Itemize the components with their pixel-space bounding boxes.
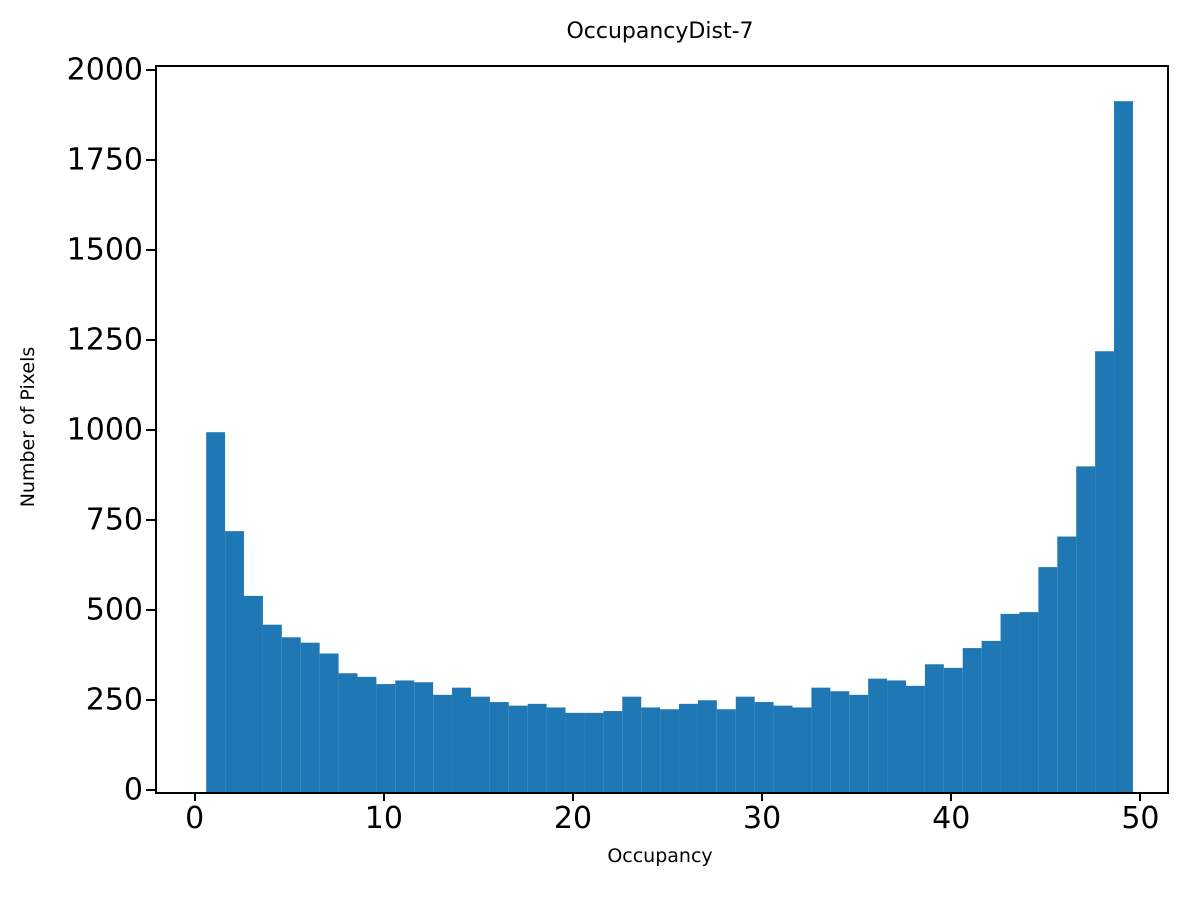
y-tick-mark [146, 339, 155, 342]
histogram-bar [981, 640, 1001, 792]
histogram-bar [395, 680, 415, 792]
y-tick-mark [146, 699, 155, 702]
histogram-bar [962, 648, 982, 792]
histogram-bar [1095, 351, 1115, 792]
chart-title: OccupancyDist-7 [566, 19, 754, 44]
y-tick-label: 1750 [66, 142, 143, 178]
histogram-bar [206, 432, 226, 792]
y-tick-mark [146, 429, 155, 432]
histogram-bar [830, 691, 850, 792]
y-tick-mark [146, 609, 155, 612]
histogram-bar [603, 711, 623, 792]
y-tick-mark [146, 159, 155, 162]
histogram-bar [452, 687, 471, 792]
histogram-bar [357, 676, 377, 792]
histogram-bar [943, 667, 963, 792]
histogram-bar [1114, 101, 1133, 792]
histogram-bar [660, 709, 680, 792]
y-tick-mark [146, 249, 155, 252]
plot-area [155, 65, 1169, 794]
x-tick-label: 10 [364, 801, 403, 836]
y-tick-mark [146, 789, 155, 791]
histogram-bar [773, 705, 793, 792]
x-axis-label: Occupancy [607, 845, 713, 867]
histogram-bar [300, 642, 320, 792]
x-tick-mark [571, 792, 574, 801]
y-tick-mark [146, 519, 155, 522]
x-tick-label: 30 [743, 801, 782, 836]
histogram-bar [546, 707, 566, 792]
histogram-bar [338, 673, 358, 792]
y-tick-label: 1250 [66, 322, 143, 358]
histogram-bar [887, 680, 906, 792]
x-tick-label: 40 [932, 801, 971, 836]
histogram-bar [470, 696, 490, 792]
histogram-bar [584, 712, 604, 792]
y-tick-label: 250 [85, 682, 143, 718]
histogram-bar [1038, 567, 1058, 792]
histogram-bar [811, 687, 831, 792]
histogram-bar [1057, 536, 1077, 792]
histogram-bar [792, 707, 812, 792]
histogram-bar [754, 702, 774, 792]
x-tick-mark [1139, 792, 1142, 801]
x-tick-mark [193, 792, 196, 801]
histogram-bar [1019, 612, 1039, 792]
histogram-bar [319, 653, 339, 792]
x-tick-label: 0 [185, 801, 205, 836]
histogram-bar [697, 700, 717, 792]
x-tick-label: 20 [553, 801, 593, 836]
histogram-bar [905, 685, 925, 792]
histogram-bar [225, 531, 245, 792]
histogram-bar [281, 637, 301, 792]
histogram-bar [489, 702, 509, 792]
y-tick-label: 0 [123, 772, 143, 808]
histogram-bar [527, 703, 547, 792]
y-tick-label: 1000 [66, 412, 143, 448]
histogram-bar [376, 684, 396, 792]
histogram-bar [433, 694, 453, 792]
histogram-bar [716, 709, 736, 792]
histogram-bar [1076, 466, 1096, 792]
histogram-bar [565, 712, 585, 792]
x-tick-mark [382, 792, 385, 801]
histogram-svg [206, 101, 1133, 792]
histogram-bar [244, 595, 263, 792]
y-tick-label: 500 [85, 592, 143, 628]
x-tick-mark [761, 792, 764, 801]
histogram-bar [262, 624, 282, 792]
y-axis-label: Number of Pixels [17, 346, 39, 508]
histogram-bar [924, 664, 944, 792]
histogram-bar [679, 703, 698, 792]
histogram-bar [849, 694, 869, 792]
x-tick-mark [950, 792, 953, 801]
histogram-bar [641, 707, 661, 792]
y-tick-label: 750 [85, 502, 143, 538]
histogram-bar [508, 705, 528, 792]
x-tick-label: 50 [1121, 801, 1160, 836]
y-tick-label: 1500 [66, 232, 143, 268]
histogram-bar [414, 682, 434, 792]
histogram-bar [1000, 613, 1020, 792]
histogram-bar [622, 696, 642, 792]
y-tick-mark [146, 69, 155, 72]
histogram-bar [868, 678, 888, 792]
y-tick-label: 2000 [66, 52, 143, 88]
histogram-bar [735, 696, 755, 792]
